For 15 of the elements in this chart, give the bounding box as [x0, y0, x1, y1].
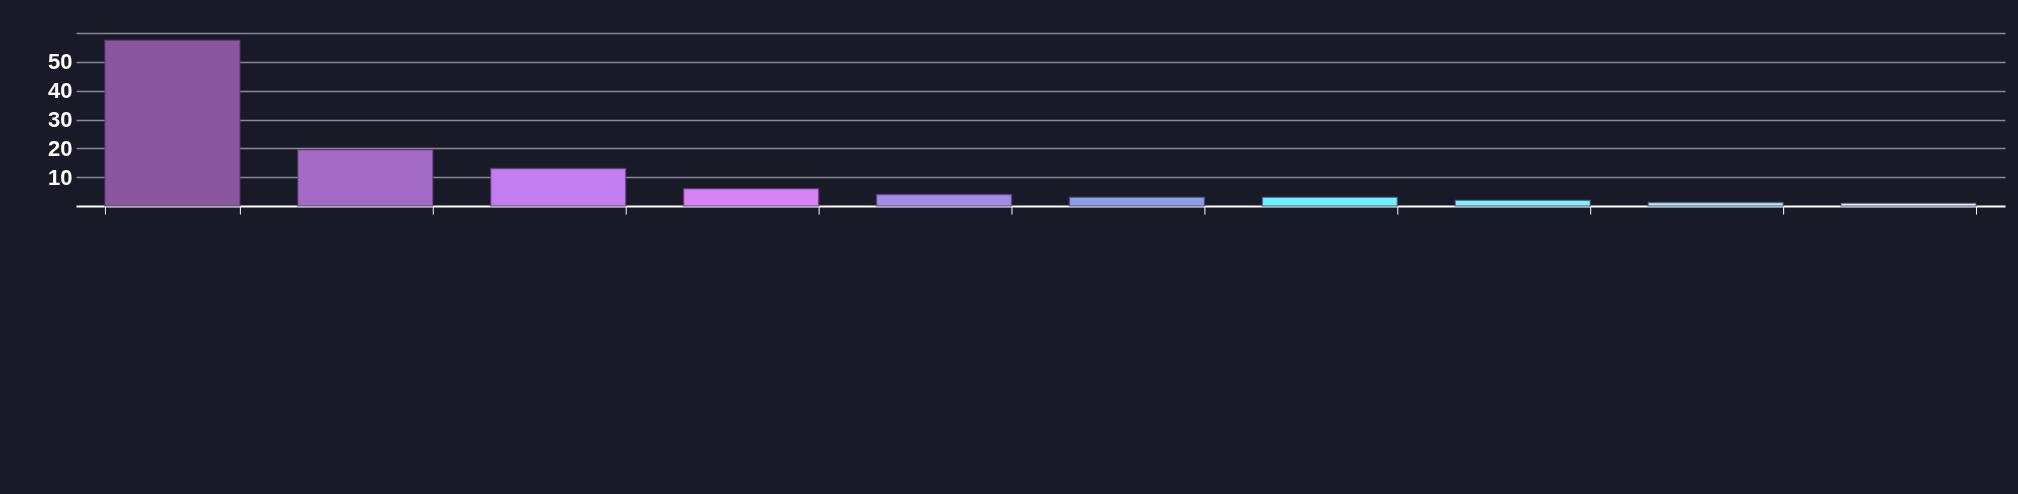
y-tick-label: 50 [48, 49, 73, 75]
bar [1840, 202, 1977, 207]
y-tick-label: 10 [48, 164, 73, 190]
bar [682, 187, 820, 207]
bar [489, 167, 627, 207]
bar [1261, 196, 1399, 207]
y-tick-label: 40 [48, 78, 73, 104]
bar [1647, 201, 1784, 207]
bar [104, 39, 241, 207]
y-tick-label: 30 [48, 107, 73, 133]
bar [297, 149, 434, 207]
bar [1454, 199, 1592, 207]
bar [1068, 196, 1206, 207]
y-tick-label: 20 [48, 135, 73, 161]
bar [875, 193, 1013, 207]
